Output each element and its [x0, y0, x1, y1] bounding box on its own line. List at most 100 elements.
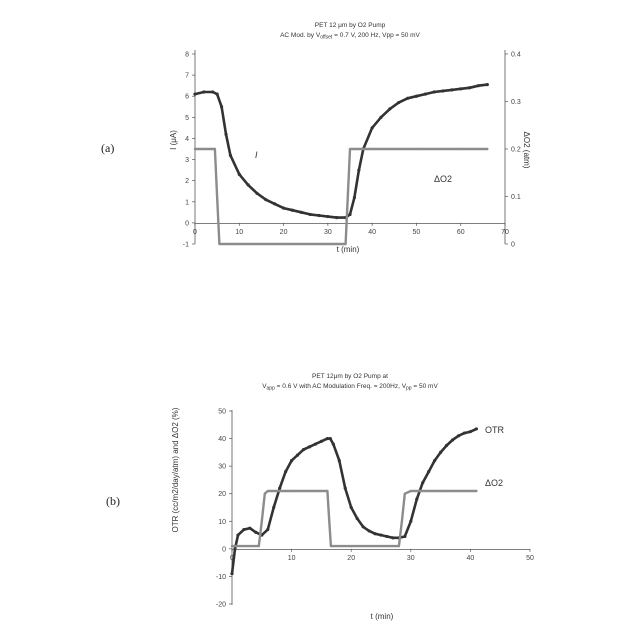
data-point [379, 533, 382, 536]
y-tick-label: 7 [185, 73, 189, 80]
x-tick-label: 40 [467, 555, 475, 562]
chart-b-title-line1: PET 12μm by O2 Pump at [312, 373, 388, 380]
data-point [308, 445, 311, 448]
data-point [278, 487, 281, 490]
x-tick-label: 40 [368, 229, 376, 236]
data-point [329, 437, 332, 440]
chart-b-series [230, 427, 478, 575]
data-point [367, 529, 370, 532]
chart-a-ylabel-right: ΔO2 (atm) [522, 132, 531, 169]
x-tick-label: 10 [288, 555, 296, 562]
data-point [202, 90, 205, 93]
y-tick-label: 4 [185, 136, 189, 143]
data-point [335, 216, 338, 219]
data-point [326, 490, 328, 492]
data-point [300, 211, 303, 214]
y-tick-label: 3 [185, 157, 189, 164]
data-point [353, 196, 356, 199]
data-point [326, 215, 329, 218]
y-tick-label: 2 [185, 178, 189, 185]
data-point [373, 532, 376, 535]
chart-a-title-line2: AC Mod. by Voffset = 0.7 V, 200 Hz, Vpp … [280, 32, 420, 41]
chart-a-y-ticks: -1012345678 [183, 52, 195, 249]
y-tick-label: 40 [218, 436, 226, 443]
data-point [282, 243, 284, 245]
data-point [273, 202, 276, 205]
data-point [415, 498, 418, 501]
data-point [415, 148, 417, 150]
data-point [347, 195, 349, 197]
data-point [212, 148, 214, 150]
y-right-tick-label: 0.2 [511, 147, 521, 154]
x-tick-label: 30 [407, 555, 415, 562]
chart-a-series [193, 83, 488, 245]
data-point [469, 430, 472, 433]
data-point [451, 438, 454, 441]
data-point [433, 90, 436, 93]
data-point [353, 148, 355, 150]
data-point [486, 148, 488, 150]
data-point [216, 93, 219, 96]
x-tick-label: 60 [457, 229, 465, 236]
data-point [248, 527, 251, 530]
chart-a-annotation-i: I [255, 150, 258, 160]
data-point [344, 487, 347, 490]
data-point [404, 493, 406, 495]
data-point [242, 528, 245, 531]
data-point [211, 90, 214, 93]
chart-a-ylabel: I (μA) [169, 130, 178, 150]
chart-b-y-ticks: -20-1001020304050 [216, 409, 232, 609]
y-tick-label: 1 [185, 199, 189, 206]
data-point [214, 148, 216, 150]
data-point [468, 86, 471, 89]
data-point [427, 470, 430, 473]
chart-a-annotation-do2: ΔO2 [434, 174, 452, 184]
y-tick-label: 8 [185, 52, 189, 59]
data-point [362, 525, 365, 528]
data-point [401, 520, 403, 522]
data-point [457, 434, 460, 437]
data-point [194, 148, 196, 150]
chart-a-xlabel: t (min) [337, 245, 360, 254]
data-point [258, 545, 260, 547]
data-point [302, 448, 305, 451]
chart-b-legend-otr: OTR [485, 425, 504, 435]
data-point [388, 107, 391, 110]
data-point [193, 93, 196, 96]
chart-b-xlabel: t (min) [371, 612, 394, 621]
y-tick-label: 10 [218, 519, 226, 526]
data-point [450, 88, 453, 91]
y-tick-label: 20 [218, 491, 226, 498]
data-point [229, 154, 232, 157]
chart-a: PET 12 μm by O2 Pump AC Mod. by Voffset … [169, 22, 531, 254]
data-point [371, 148, 373, 150]
data-point [356, 517, 359, 520]
data-point [238, 243, 240, 245]
data-point [463, 431, 466, 434]
data-point [266, 528, 269, 531]
data-point [371, 126, 374, 129]
x-tick-label: 20 [280, 229, 288, 236]
data-point [421, 481, 424, 484]
data-point [349, 148, 351, 150]
y-right-tick-label: 0.3 [511, 99, 521, 106]
data-point [398, 545, 400, 547]
data-point [230, 572, 233, 575]
data-point [314, 442, 317, 445]
data-point [441, 89, 444, 92]
chart-b-x-ticks: 01020304050 [230, 549, 534, 562]
data-point [391, 536, 394, 539]
data-point [238, 173, 241, 176]
y-tick-label: 30 [218, 464, 226, 471]
data-point [284, 470, 287, 473]
panel-a-label: (a) [101, 141, 114, 155]
data-point [410, 490, 412, 492]
chart-b-ylabel: OTR (cc/m2/day/atm) and ΔO2 (%) [171, 407, 180, 532]
data-point [231, 545, 233, 547]
data-point [291, 209, 294, 212]
data-point [282, 207, 285, 210]
data-point [475, 490, 477, 492]
data-point [350, 545, 352, 547]
data-point [317, 214, 320, 217]
data-point [330, 545, 332, 547]
